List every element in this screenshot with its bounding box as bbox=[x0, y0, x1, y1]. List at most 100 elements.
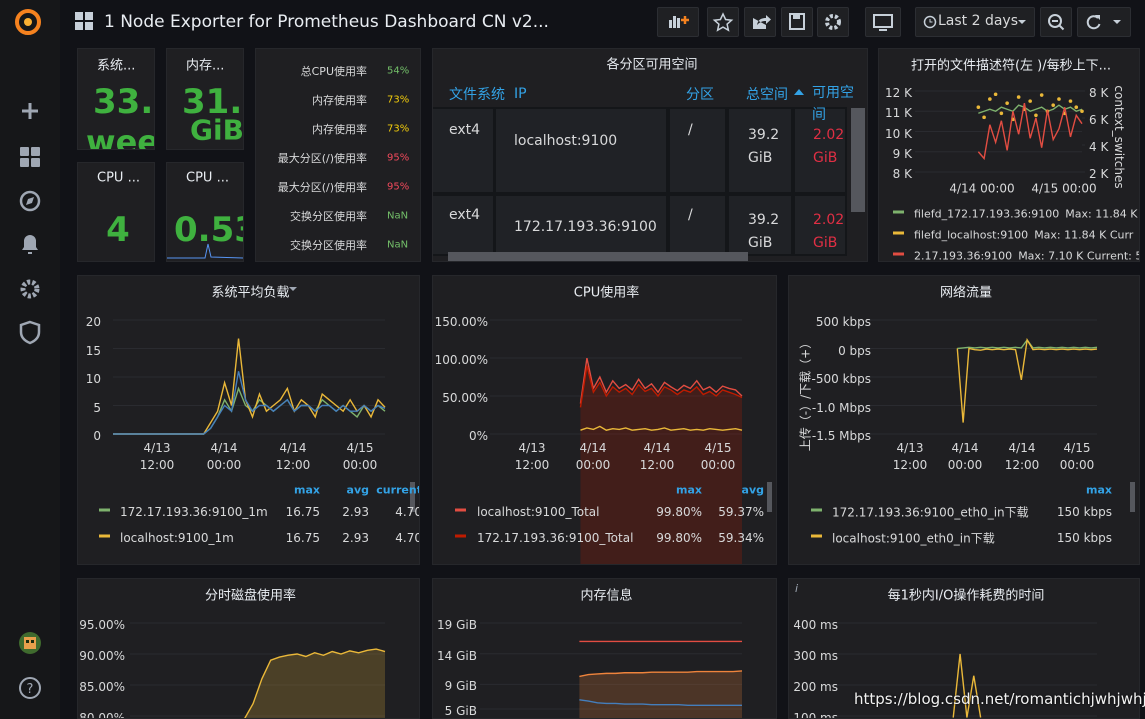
config-icon[interactable] bbox=[20, 279, 40, 299]
legend-scrollbar bbox=[767, 482, 772, 512]
legend-value: 16.75 bbox=[285, 505, 320, 519]
alert-icon[interactable] bbox=[22, 235, 38, 254]
graph-panel: 网络流量 500 kbps 0 bps -500 kbps -1.0 Mbps -1.5 … bbox=[788, 275, 1140, 565]
shield-icon[interactable] bbox=[19, 320, 41, 345]
table-cell-text: 2.02 GiB bbox=[813, 212, 845, 251]
x-tick-label: 4/15 00:00 bbox=[342, 441, 378, 472]
panel-title: 系统平均负载 bbox=[211, 285, 290, 301]
stat-value: 4 bbox=[106, 210, 130, 250]
y-axis-label: 上传（-）/下载（+） bbox=[798, 336, 813, 452]
panel-canvas bbox=[893, 90, 1085, 256]
x-tick-label: 4/13 12:00 bbox=[514, 441, 550, 472]
stat-panel: CPU ... 0.53 bbox=[166, 162, 244, 262]
stat-value: 31.03 bbox=[182, 82, 243, 122]
save-button[interactable] bbox=[781, 7, 813, 37]
avatar[interactable] bbox=[19, 632, 41, 654]
legend-scrollbar bbox=[410, 482, 415, 512]
gauge-label: 内存使用率 bbox=[312, 94, 367, 107]
stat-unit: GiB bbox=[190, 113, 244, 147]
panel-title: 分时磁盘使用率 bbox=[204, 588, 297, 604]
y-tick-label: 300 ms bbox=[793, 649, 838, 663]
dashboard-title[interactable]: 1 Node Exporter for Prometheus Dashboard… bbox=[104, 12, 549, 32]
h-scrollbar bbox=[448, 252, 748, 261]
gauge-value: NaN bbox=[387, 239, 409, 251]
time-picker[interactable]: Last 2 days bbox=[915, 7, 1035, 37]
legend-header: avg bbox=[346, 483, 369, 497]
share-button[interactable] bbox=[744, 7, 776, 37]
legend-value: 16.75 bbox=[285, 531, 320, 545]
y-tick-label: 150.00% bbox=[434, 315, 488, 329]
legend-swatch bbox=[455, 534, 466, 538]
table-cell bbox=[727, 194, 793, 256]
graph-panel: CPU使用率 150.00% 100.00% 50.00% 0% 4/13 12:00 4/… bbox=[432, 275, 777, 565]
table-cell bbox=[668, 194, 727, 256]
stat-value: 33.8 bbox=[93, 82, 154, 122]
data-point bbox=[1074, 105, 1079, 109]
series-line bbox=[113, 386, 386, 435]
data-point bbox=[1005, 101, 1009, 105]
legend-swatch bbox=[893, 210, 904, 214]
y-tick-label: -1.5 Mbps bbox=[811, 429, 871, 443]
legend-header: avg bbox=[741, 483, 764, 497]
explore-icon[interactable] bbox=[19, 190, 41, 212]
zoom-out-button[interactable] bbox=[1040, 7, 1072, 37]
stat-panel: 系统... 33.8wee bbox=[77, 48, 155, 150]
table-cell bbox=[494, 194, 668, 256]
stat-panel: CPU ... 4 bbox=[77, 162, 155, 262]
legend-name[interactable]: filefd_172.17.193.36:9100 bbox=[914, 207, 1060, 221]
menu-caret bbox=[289, 287, 297, 291]
legend-name[interactable]: 2.17.193.36:9100 bbox=[914, 249, 1013, 262]
star-button[interactable] bbox=[707, 7, 739, 37]
x-tick-label: 4/14 00:00 bbox=[949, 181, 1015, 196]
panel-canvas bbox=[433, 76, 865, 261]
stat-panel: 内存... 31.03GiB bbox=[166, 48, 244, 150]
gauge-value: 95% bbox=[387, 181, 410, 193]
panel-canvas bbox=[167, 243, 243, 259]
stat-value: 0.53 bbox=[174, 210, 243, 250]
y-tick-label: 14 GiB bbox=[437, 648, 477, 663]
legend-name: localhost:9100_Total bbox=[477, 505, 600, 519]
x-tick-label: 4/14 00:00 bbox=[206, 441, 242, 472]
grafana-logo[interactable] bbox=[15, 9, 41, 35]
y-tick-label: 8 K bbox=[892, 167, 912, 181]
legend-name: localhost:9100_1m bbox=[120, 531, 234, 545]
gauge-label: 交换分区使用率 bbox=[290, 210, 367, 223]
legend-header: current bbox=[376, 483, 420, 497]
y2-axis-label: context_switches bbox=[1112, 85, 1126, 189]
series-area bbox=[579, 670, 742, 718]
settings-button[interactable] bbox=[817, 7, 849, 37]
panel-canvas bbox=[811, 319, 1135, 538]
table-cell-text: 39.2 GiB bbox=[748, 212, 780, 251]
gauge-value: 54% bbox=[387, 65, 410, 77]
x-tick-label: 4/14 00:00 bbox=[947, 441, 983, 472]
panel-title: CPU使用率 bbox=[573, 285, 640, 301]
stat-title: CPU ... bbox=[97, 170, 140, 186]
series-line bbox=[579, 699, 742, 707]
panel-canvas bbox=[99, 287, 415, 538]
data-point bbox=[976, 105, 981, 109]
help-icon[interactable]: ? bbox=[19, 677, 41, 699]
legend-header: max bbox=[294, 483, 320, 497]
tv-mode-button[interactable] bbox=[865, 7, 901, 37]
dashboards-icon[interactable] bbox=[20, 147, 40, 167]
y-tick-label: 12 K bbox=[885, 86, 912, 100]
table-cell bbox=[433, 107, 495, 194]
table-cell-text: 39.2 GiB bbox=[748, 127, 780, 166]
legend-name: 172.17.193.36:9100_eth0_in下载 bbox=[832, 505, 1029, 520]
legend-value: 4.70 bbox=[395, 505, 420, 519]
create-icon[interactable] bbox=[22, 103, 38, 119]
y-tick-label: 80.00% bbox=[79, 711, 125, 719]
legend-name[interactable]: filefd_localhost:9100 bbox=[914, 228, 1029, 242]
data-point bbox=[1039, 93, 1044, 97]
y-tick-label: 0 bps bbox=[838, 343, 871, 358]
svg-text:?: ? bbox=[27, 682, 34, 697]
y-tick-label: 500 kbps bbox=[815, 315, 871, 329]
series-line bbox=[579, 670, 743, 678]
table-header: 分区 bbox=[686, 87, 714, 103]
add-panel-button[interactable] bbox=[657, 7, 699, 37]
refresh-button[interactable] bbox=[1077, 7, 1131, 37]
gauge-label: 最大分区(/)使用率 bbox=[277, 181, 367, 194]
data-point bbox=[1080, 109, 1084, 114]
data-point bbox=[1068, 99, 1073, 103]
legend-swatch bbox=[99, 508, 110, 512]
